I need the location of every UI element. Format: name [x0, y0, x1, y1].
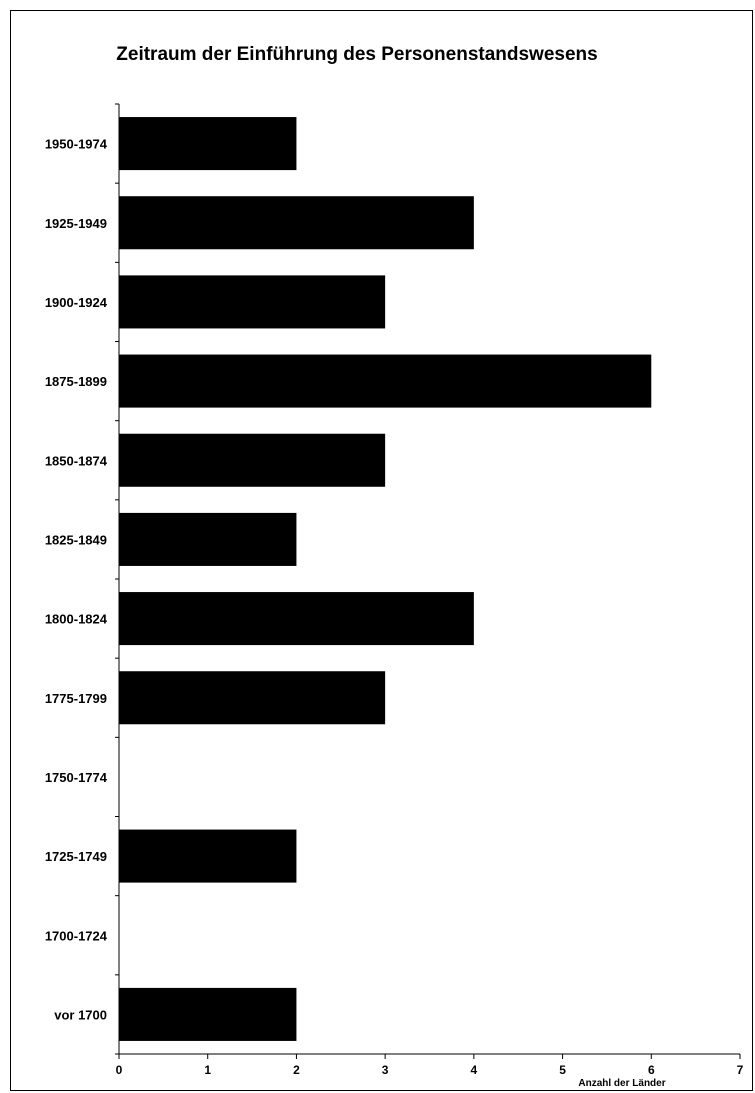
chart-title: Zeitraum der Einführung des Personenstan…: [116, 44, 597, 65]
bar-1825-1849: [119, 512, 297, 566]
category-label: 1825-1849: [45, 532, 107, 547]
category-label: 1800-1824: [45, 612, 108, 627]
x-tick-label: 1: [204, 1063, 211, 1077]
x-tick-label: 0: [116, 1063, 123, 1077]
x-tick-label: 3: [382, 1063, 389, 1077]
category-label: 1925-1949: [45, 216, 107, 231]
bar-1925-1949: [119, 196, 474, 250]
category-label: 1950-1974: [45, 137, 108, 152]
x-tick-label: 2: [293, 1063, 300, 1077]
category-label: 1875-1899: [45, 374, 107, 389]
bar-1875-1899: [119, 354, 652, 408]
category-label: 1775-1799: [45, 691, 107, 706]
bar-1725-1749: [119, 829, 297, 883]
bar-1775-1799: [119, 671, 386, 725]
x-tick-label: 7: [737, 1063, 744, 1077]
bar-vor-1700: [119, 987, 297, 1041]
x-tick-label: 5: [559, 1063, 566, 1077]
bar-1850-1874: [119, 433, 386, 487]
bar-1950-1974: [119, 117, 297, 171]
x-tick-labels: 0 1 2 3 4 5 6 7: [116, 1063, 744, 1077]
bar-1800-1824: [119, 592, 474, 646]
x-axis-label: Anzahl der Länder: [578, 1078, 665, 1089]
bars-group: [119, 117, 652, 1041]
category-label: 1900-1924: [45, 295, 108, 310]
bar-1900-1924: [119, 275, 386, 329]
axes: [115, 103, 741, 1059]
x-tick-label: 4: [471, 1063, 478, 1077]
x-tick-label: 6: [648, 1063, 655, 1077]
category-label: 1700-1724: [45, 928, 108, 943]
category-label: 1850-1874: [45, 453, 108, 468]
category-label: 1725-1749: [45, 849, 107, 864]
category-labels: 1950-1974 1925-1949 1900-1924 1875-1899 1850…: [45, 137, 108, 1023]
category-label: vor 1700: [54, 1007, 107, 1022]
category-label: 1750-1774: [45, 770, 108, 785]
